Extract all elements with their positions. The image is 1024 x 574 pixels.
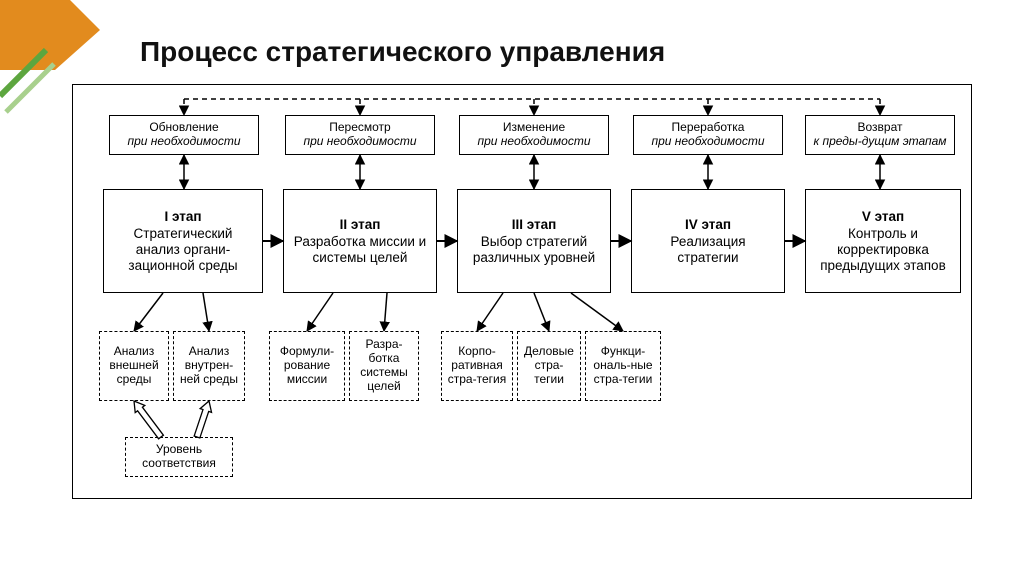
top-box-2: Пересмотр при необходимости <box>285 115 435 155</box>
sub-box-2: Анализ внутрен-ней среды <box>173 331 245 401</box>
top-box-3: Изменение при необходимости <box>459 115 609 155</box>
stage-box-1: I этап Стратегический анализ органи-заци… <box>103 189 263 293</box>
sub-box-5: Корпо-ративная стра-тегия <box>441 331 513 401</box>
stage-label-3: III этап <box>464 217 604 233</box>
sub-box-6: Деловые стра-тегии <box>517 331 581 401</box>
top-box-4: Переработка при необходимости <box>633 115 783 155</box>
top-box-1: Обновление при необходимости <box>109 115 259 155</box>
stage-box-4: IV этап Реализация стратегии <box>631 189 785 293</box>
stage-box-2: II этап Разработка миссии и системы целе… <box>283 189 437 293</box>
stage-label-1: I этап <box>110 209 256 225</box>
stage-box-3: III этап Выбор стратегий различных уровн… <box>457 189 611 293</box>
stage-label-5: V этап <box>812 209 954 225</box>
diagram-frame: Обновление при необходимости Пересмотр п… <box>72 84 972 499</box>
stage-text-4: Реализация стратегии <box>638 234 778 265</box>
stage-text-2: Разработка миссии и системы целей <box>290 234 430 265</box>
stage-text-5: Контроль и корректировка предыдущих этап… <box>812 226 954 273</box>
sub-box-7: Функци-ональ-ные стра-тегии <box>585 331 661 401</box>
slide-title: Процесс стратегического управления <box>140 36 665 68</box>
stage-text-1: Стратегический анализ органи-зационной с… <box>110 226 256 273</box>
top-box-5: Возврат к преды-дущим этапам <box>805 115 955 155</box>
stage-text-3: Выбор стратегий различных уровней <box>464 234 604 265</box>
sub-box-1: Анализ внешней среды <box>99 331 169 401</box>
sub-box-3: Формули-рование миссии <box>269 331 345 401</box>
stage-label-2: II этап <box>290 217 430 233</box>
sub-box-4: Разра-ботка системы целей <box>349 331 419 401</box>
level-box: Уровень соответствия <box>125 437 233 477</box>
stage-label-4: IV этап <box>638 217 778 233</box>
stage-box-5: V этап Контроль и корректировка предыдущ… <box>805 189 961 293</box>
